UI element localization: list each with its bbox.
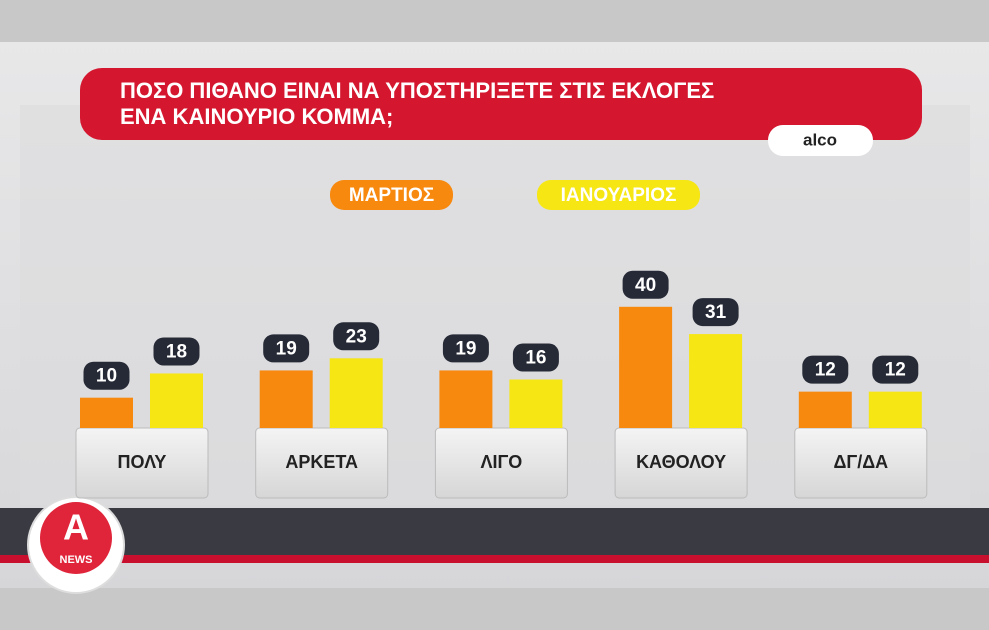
value-label: 19 bbox=[276, 338, 297, 359]
bar bbox=[619, 306, 673, 428]
x-tick-label: ΑΡΚΕΤΑ bbox=[285, 452, 358, 472]
legend-pill bbox=[537, 180, 700, 210]
floor-stripe bbox=[0, 508, 989, 560]
value-pill bbox=[442, 334, 489, 363]
category-base bbox=[614, 427, 748, 499]
top-band bbox=[0, 0, 989, 42]
value-label: 40 bbox=[635, 275, 656, 296]
chart-title: ΠΟΣΟ ΠΙΘΑΝΟ ΕΙΝΑΙ ΝΑ ΥΠΟΣΤΗΡΙΞΕΤΕ ΣΤΙΣ Ε… bbox=[120, 78, 714, 103]
logo-inner bbox=[40, 502, 112, 574]
value-pill bbox=[263, 334, 310, 363]
value-label: 31 bbox=[705, 302, 727, 323]
value-pill bbox=[802, 355, 849, 384]
value-pill bbox=[692, 298, 739, 327]
value-label: 23 bbox=[346, 326, 367, 347]
value-pill bbox=[622, 270, 669, 299]
category-base bbox=[255, 427, 389, 499]
value-label: 16 bbox=[525, 348, 546, 369]
legend-label: ΜΑΡΤΙΟΣ bbox=[349, 185, 434, 206]
source: alco bbox=[803, 130, 837, 149]
bar bbox=[509, 379, 563, 428]
category-base bbox=[794, 427, 928, 499]
value-label: 12 bbox=[815, 360, 836, 381]
bottom-band bbox=[0, 588, 989, 630]
bar bbox=[259, 370, 313, 428]
value-label: 18 bbox=[166, 341, 187, 362]
title-banner bbox=[80, 68, 922, 140]
source-pill bbox=[768, 125, 873, 156]
bar bbox=[439, 370, 493, 428]
category-base bbox=[434, 427, 568, 499]
logo-label: NEWS bbox=[60, 554, 93, 566]
x-tick-label: ΛΙΓΟ bbox=[480, 452, 522, 472]
bar bbox=[868, 391, 922, 428]
value-pill bbox=[512, 343, 559, 372]
value-label: 19 bbox=[455, 338, 476, 359]
bar bbox=[329, 358, 383, 428]
x-tick-label: ΠΟΛΥ bbox=[118, 452, 167, 472]
x-tick-label: ΚΑΘΟΛΟΥ bbox=[636, 452, 726, 472]
red-stripe bbox=[0, 555, 989, 563]
logo-letter: A bbox=[63, 507, 89, 548]
bar bbox=[80, 397, 133, 428]
bar bbox=[150, 373, 203, 428]
bar bbox=[798, 391, 852, 428]
legend-label: ΙΑΝΟΥΑΡΙΟΣ bbox=[561, 185, 677, 206]
bar bbox=[689, 334, 743, 428]
x-tick-label: ΔΓ/ΔΑ bbox=[833, 452, 888, 472]
value-label: 12 bbox=[885, 360, 906, 381]
legend-pill bbox=[330, 180, 453, 210]
chart-title: ΕΝΑ ΚΑΙΝΟΥΡΙΟ ΚΟΜΜΑ; bbox=[120, 104, 393, 129]
value-pill bbox=[333, 322, 380, 351]
value-pill bbox=[153, 337, 200, 366]
value-label: 10 bbox=[96, 366, 117, 387]
value-pill bbox=[83, 361, 130, 390]
value-pill bbox=[872, 355, 919, 384]
category-base bbox=[75, 427, 209, 499]
